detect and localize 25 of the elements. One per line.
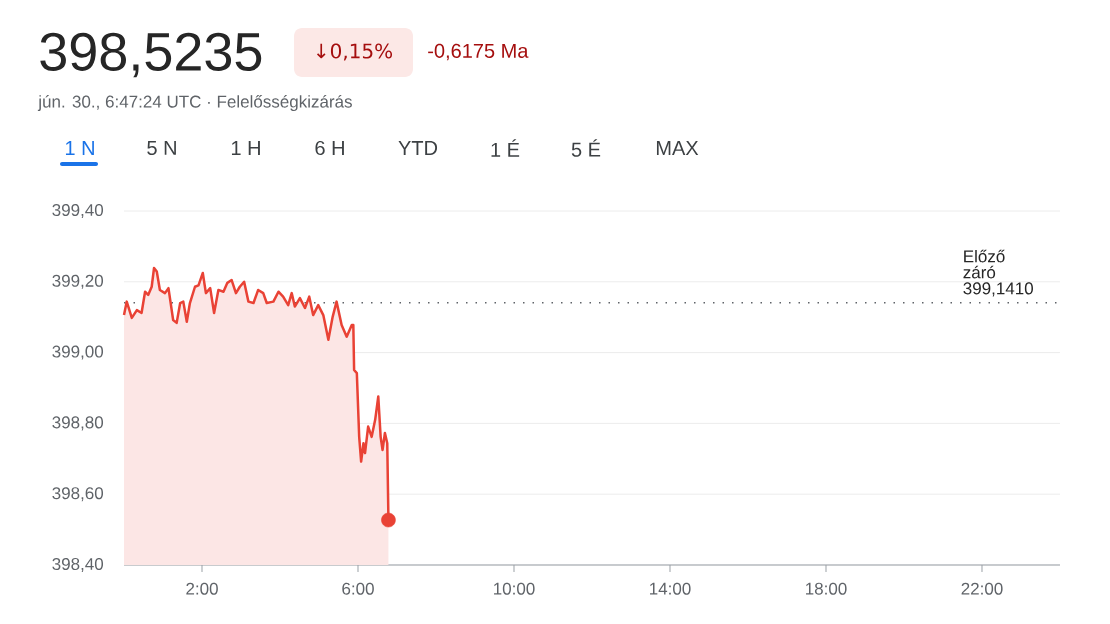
text: 5 É	[571, 139, 601, 157]
text: 6 H	[315, 140, 344, 156]
y-tick-label: 399,00	[52, 345, 104, 360]
ref-line-label: Előző záró 399,1410	[963, 249, 1033, 297]
text: 5 N	[147, 141, 176, 155]
y-tick-label: 398,80	[52, 416, 104, 431]
text: 1 É	[491, 139, 520, 157]
chart-subtitle: jún. 30., 6:47:24 UTC · Felelősségkizárás	[37, 94, 352, 112]
x-tick-label: 18:00	[806, 582, 847, 595]
text: 1 H	[231, 141, 260, 155]
text: ↓0,15%	[316, 43, 393, 61]
x-tick-label: 2:00	[186, 582, 218, 595]
x-tick-label: 6:00	[342, 582, 374, 595]
x-tick-label: 22:00	[961, 582, 1003, 595]
y-tick-label: 399,40	[52, 203, 104, 219]
y-tick-label: 399,20	[52, 274, 104, 289]
chart-title: 398,5235	[40, 32, 262, 78]
text: MAX	[656, 141, 699, 155]
x-tick-label: 14:00	[650, 582, 691, 595]
y-tick-label: 398,40	[52, 557, 104, 573]
text: -0,6175 Ma	[428, 43, 529, 61]
y-tick-label: 398,60	[52, 487, 104, 502]
x-tick-label: 10:00	[494, 582, 535, 595]
text: 1 N	[65, 141, 94, 155]
text: YTD	[398, 141, 438, 155]
